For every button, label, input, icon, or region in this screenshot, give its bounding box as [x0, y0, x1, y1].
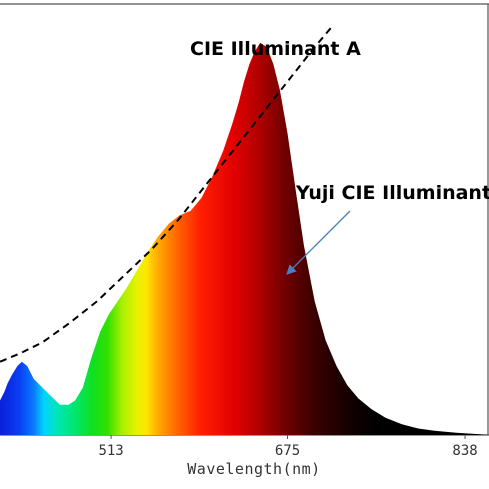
series-yuji-spectrum-area [0, 42, 489, 436]
annotations: CIE Illuminant A Yuji CIE Illuminant [190, 38, 489, 275]
x-axis-ticks: 513 675 838 [98, 435, 478, 459]
x-tick-label: 675 [275, 443, 300, 459]
x-tick-label: 513 [98, 443, 123, 459]
x-axis-label: Wavelength(nm) [187, 460, 320, 478]
series-cie-illuminant-a-line [0, 27, 332, 363]
x-tick-label: 838 [452, 443, 477, 459]
series-layer [0, 27, 489, 436]
annotation-yuji-cie-illuminant: Yuji CIE Illuminant [295, 182, 489, 204]
annotation-cie-illuminant-a: CIE Illuminant A [190, 38, 361, 60]
annotation-arrow [286, 210, 351, 275]
